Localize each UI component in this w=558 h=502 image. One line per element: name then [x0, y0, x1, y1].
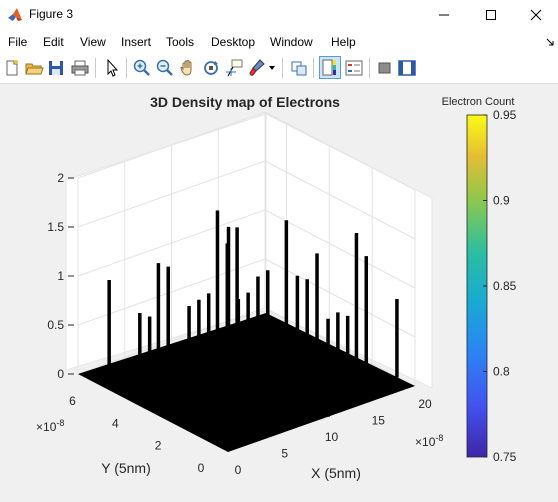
- link-plot-icon[interactable]: [289, 58, 309, 78]
- pan-hand-icon[interactable]: [178, 58, 198, 78]
- menu-window[interactable]: Window: [270, 35, 313, 49]
- toolbar-separator: [282, 58, 283, 78]
- colorbar-tick-label: 0.8: [493, 365, 510, 379]
- menu-bar: [0, 30, 558, 53]
- menu-insert[interactable]: Insert: [121, 35, 152, 49]
- colorbar-label: Electron Count: [441, 96, 515, 108]
- x-tick-label: 10: [325, 430, 339, 444]
- menu-edit[interactable]: Edit: [43, 35, 64, 49]
- menu-tools[interactable]: Tools: [166, 35, 195, 49]
- z-tick-label: 1.5: [47, 220, 64, 234]
- grid-line: [264, 307, 416, 387]
- figure-toolbar: [0, 53, 558, 84]
- rotate-3d-icon[interactable]: [201, 58, 221, 78]
- x-tick-label: 20: [418, 397, 432, 411]
- chevron-down-icon[interactable]: [268, 64, 276, 72]
- toolbar-separator: [126, 58, 127, 78]
- z-tick-label: 0.5: [47, 318, 64, 332]
- hide-plot-tools-icon[interactable]: [375, 58, 395, 78]
- colorbar-tick-label: 0.75: [493, 450, 517, 464]
- y-tick-label: 0: [198, 461, 205, 475]
- open-file-icon[interactable]: [24, 58, 44, 78]
- minimize-icon: [438, 14, 449, 16]
- colorbar-icon: [322, 59, 336, 76]
- z-tick-label: 0: [57, 367, 64, 381]
- chart-title: 3D Density map of Electrons: [150, 94, 340, 110]
- toolbar-separator: [313, 58, 314, 78]
- floor-bars: [78, 313, 415, 452]
- new-figure-icon[interactable]: [2, 58, 22, 78]
- close-button[interactable]: [513, 0, 558, 30]
- legend-icon[interactable]: [344, 58, 364, 78]
- matlab-icon: [8, 8, 22, 21]
- maximize-icon: [485, 10, 496, 20]
- colorbar-tick-label: 0.9: [493, 194, 510, 208]
- brush-icon[interactable]: [247, 58, 267, 78]
- window-title: Figure 3: [29, 7, 74, 21]
- colorbar-ticks: 0.95 0.9 0.85 0.8 0.75: [483, 108, 517, 464]
- close-icon: [530, 9, 541, 21]
- edit-plot-icon[interactable]: [102, 58, 122, 78]
- save-icon[interactable]: [46, 58, 66, 78]
- grid-line: [264, 111, 416, 191]
- z-tick-label: 2: [57, 171, 64, 185]
- x-exponent-label: ×10-8: [415, 433, 443, 449]
- dock-arrow-icon[interactable]: [545, 37, 555, 47]
- show-plot-tools-icon[interactable]: [397, 58, 417, 78]
- y-exponent-label: ×10-8: [36, 418, 64, 434]
- x-tick-label: 5: [281, 447, 288, 461]
- colorbar-tick-label: 0.85: [493, 279, 517, 293]
- menu-file[interactable]: File: [8, 35, 28, 49]
- grid-line: [264, 160, 416, 240]
- toolbar-separator: [369, 58, 370, 78]
- y-axis-label: Y (5nm): [101, 460, 151, 476]
- zoom-in-icon[interactable]: [132, 58, 152, 78]
- menu-view[interactable]: View: [80, 35, 106, 49]
- title-bar: Figure 3: [0, 0, 558, 30]
- print-icon[interactable]: [70, 58, 90, 78]
- grid-line: [264, 209, 416, 289]
- menu-desktop[interactable]: Desktop: [211, 35, 256, 49]
- colorbar-tick-label: 0.95: [493, 108, 517, 122]
- y-tick-label: 6: [69, 394, 76, 408]
- y-tick-label: 2: [155, 439, 162, 453]
- maximize-button[interactable]: [468, 0, 513, 30]
- data-cursor-icon[interactable]: [224, 58, 244, 78]
- x-axis-label: X (5nm): [311, 465, 361, 481]
- toolbar-separator: [95, 58, 96, 78]
- grid-line: [264, 258, 416, 338]
- zoom-out-icon[interactable]: [155, 58, 175, 78]
- colorbar-button[interactable]: [319, 56, 341, 79]
- x-tick-label: 15: [372, 414, 386, 428]
- y-tick-label: 4: [112, 416, 119, 430]
- minimize-button[interactable]: [421, 0, 466, 30]
- z-tick-label: 1: [57, 269, 64, 283]
- menu-help[interactable]: Help: [331, 35, 356, 49]
- x-tick-label: 0: [235, 463, 242, 477]
